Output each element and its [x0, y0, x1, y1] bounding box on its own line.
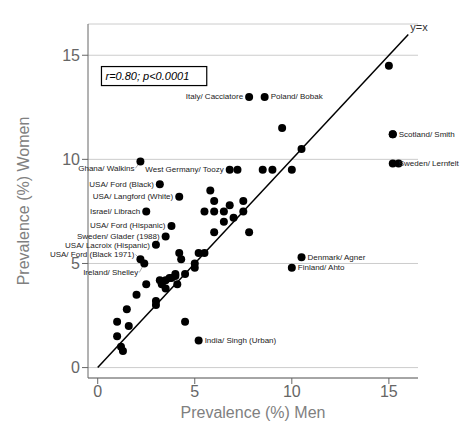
svg-text:0: 0: [71, 359, 80, 376]
svg-text:Sweden/ Glader (1988): Sweden/ Glader (1988): [77, 232, 160, 241]
svg-text:10: 10: [62, 151, 80, 168]
svg-text:USA/ Langford (White): USA/ Langford (White): [93, 192, 174, 201]
svg-text:5: 5: [190, 383, 199, 400]
svg-text:India/ Singh (Urban): India/ Singh (Urban): [205, 336, 277, 345]
svg-text:Ireland/ Shelley: Ireland/ Shelley: [83, 268, 138, 277]
svg-text:Italy/ Cacciatore: Italy/ Cacciatore: [186, 92, 244, 101]
svg-text:Prevalence (%) Men: Prevalence (%) Men: [181, 404, 326, 421]
svg-text:USA/ Ford (Black): USA/ Ford (Black): [89, 180, 154, 189]
svg-text:Poland/ Bobak: Poland/ Bobak: [271, 92, 324, 101]
svg-text:Sweden/ Lernfelt: Sweden/ Lernfelt: [399, 159, 460, 168]
svg-text:Denmark/ Agner: Denmark/ Agner: [308, 253, 366, 262]
svg-text:y=x: y=x: [410, 21, 428, 33]
svg-text:r=0.80; p<0.0001: r=0.80; p<0.0001: [105, 70, 189, 82]
svg-text:10: 10: [283, 383, 301, 400]
svg-text:USA/ Ford (Hispanic): USA/ Ford (Hispanic): [90, 221, 166, 230]
svg-text:5: 5: [71, 255, 80, 272]
svg-text:West Germany/ Toozy: West Germany/ Toozy: [145, 165, 223, 174]
svg-text:USA/ Lacroix (Hispanic): USA/ Lacroix (Hispanic): [65, 241, 150, 250]
svg-text:Israel/ Librach: Israel/ Librach: [90, 207, 140, 216]
svg-text:0: 0: [93, 383, 102, 400]
svg-text:15: 15: [380, 383, 398, 400]
svg-text:15: 15: [62, 47, 80, 64]
svg-text:Scotland/ Smith: Scotland/ Smith: [399, 130, 455, 139]
svg-text:Prevalence (%) Women: Prevalence (%) Women: [15, 117, 32, 286]
svg-text:Ghana/ Walkins: Ghana/ Walkins: [78, 164, 134, 173]
svg-text:USA/ Ford (Black 1971): USA/ Ford (Black 1971): [50, 250, 135, 259]
svg-text:Finland/ Ahto: Finland/ Ahto: [298, 263, 345, 272]
